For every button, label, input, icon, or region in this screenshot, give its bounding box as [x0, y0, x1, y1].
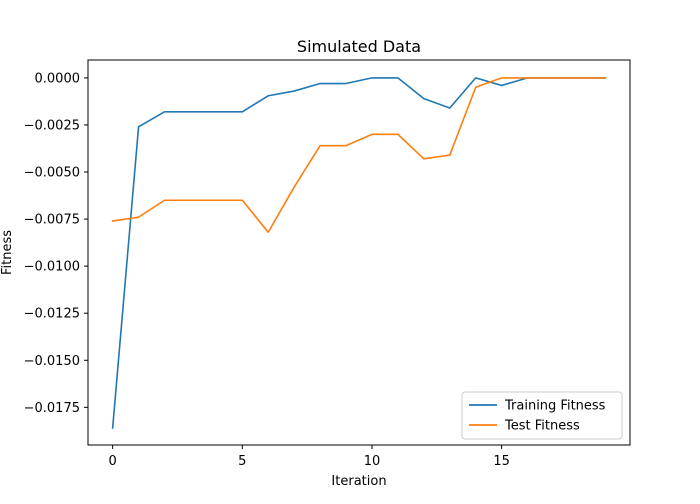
x-tick-label: 15	[493, 454, 510, 469]
y-tick-label: −0.0175	[24, 401, 80, 416]
legend-label: Test Fitness	[504, 419, 580, 434]
x-tick-label: 0	[108, 454, 116, 469]
y-tick-label: −0.0150	[24, 354, 80, 369]
x-axis-label: Iteration	[331, 474, 386, 489]
chart-title: Simulated Data	[297, 37, 421, 56]
y-tick-label: −0.0075	[24, 213, 80, 228]
series-layer	[113, 78, 606, 428]
y-tick-label: −0.0100	[24, 260, 80, 275]
legend: Training Fitness Test Fitness	[462, 392, 622, 439]
plot-area-frame	[88, 60, 630, 445]
x-tick-label: 10	[364, 454, 381, 469]
y-axis-label: Fitness	[0, 230, 15, 275]
legend-label: Training Fitness	[504, 399, 606, 414]
y-tick-label: −0.0125	[24, 307, 80, 322]
y-tick-label: −0.0025	[24, 118, 80, 133]
series-line-training-fitness	[113, 78, 606, 428]
y-tick-label: 0.0000	[35, 71, 81, 86]
y-tick-label: −0.0050	[24, 166, 80, 181]
x-tick-label: 5	[238, 454, 246, 469]
ticks-layer: 0 5 10 15 0.0000 −0.0025 −0.0050 −0.0075 −0.0100…	[24, 71, 510, 469]
series-line-test-fitness	[113, 78, 606, 232]
